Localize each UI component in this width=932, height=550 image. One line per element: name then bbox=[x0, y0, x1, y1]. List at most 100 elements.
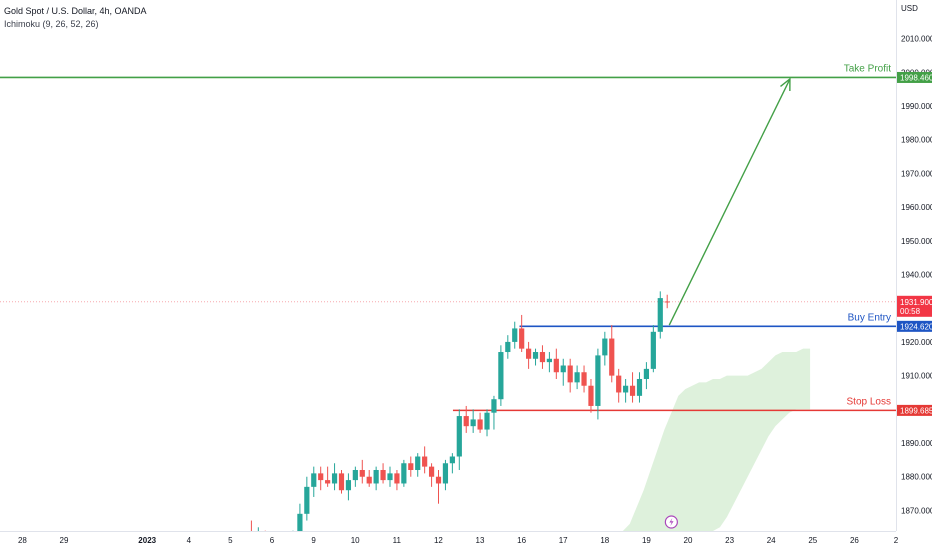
time-tick-label: 6 bbox=[270, 536, 275, 545]
candle-body bbox=[408, 463, 414, 470]
candle-body bbox=[526, 348, 532, 359]
candle bbox=[394, 469, 400, 491]
time-tick-label: 24 bbox=[767, 536, 776, 545]
candle bbox=[325, 466, 331, 487]
candle bbox=[401, 459, 407, 487]
candle bbox=[491, 395, 497, 430]
candle bbox=[657, 291, 663, 339]
candle-body bbox=[560, 365, 566, 373]
candle bbox=[519, 314, 525, 353]
buy-entry-price-tag-text: 1924.620 bbox=[900, 322, 932, 331]
candle-body bbox=[602, 338, 608, 356]
candle bbox=[352, 466, 358, 487]
candle-body bbox=[498, 352, 504, 400]
price-tick-label: 1970.000 bbox=[901, 169, 932, 178]
stop-loss-price-tag: 1899.685 bbox=[897, 404, 932, 416]
candle bbox=[470, 409, 476, 433]
price-tick-label: 1990.000 bbox=[901, 102, 932, 111]
time-tick-label: 18 bbox=[600, 536, 609, 545]
candle-body bbox=[623, 385, 629, 393]
candle-body bbox=[456, 416, 462, 457]
candle-body bbox=[636, 378, 643, 396]
candle bbox=[629, 372, 636, 403]
ichimoku-cloud bbox=[588, 348, 811, 531]
candle-body bbox=[519, 328, 525, 349]
candle bbox=[546, 352, 552, 373]
time-tick-label: 12 bbox=[434, 536, 443, 545]
price-tick-label: 1950.000 bbox=[901, 237, 932, 246]
candle-body bbox=[442, 463, 449, 484]
candle-body bbox=[463, 416, 469, 427]
candle-body bbox=[484, 412, 490, 430]
buy-entry-price-tag: 1924.620 bbox=[897, 320, 932, 332]
candle-body bbox=[435, 476, 442, 484]
candle bbox=[318, 466, 324, 491]
bar-countdown: 00:58 bbox=[900, 307, 921, 316]
price-tick-label: 1870.000 bbox=[901, 506, 932, 515]
time-tick-label: 9 bbox=[311, 536, 316, 545]
candle bbox=[338, 469, 345, 494]
time-tick-label: 11 bbox=[393, 536, 402, 545]
candle-body bbox=[477, 419, 483, 430]
candle bbox=[609, 325, 615, 383]
candle-body bbox=[366, 476, 372, 484]
candle bbox=[422, 446, 428, 474]
lightning-bolt-icon[interactable] bbox=[664, 515, 678, 529]
candle-body bbox=[338, 473, 345, 491]
candle-body bbox=[532, 352, 539, 359]
candle bbox=[526, 341, 532, 369]
candle-body bbox=[512, 328, 518, 342]
candle-body bbox=[318, 473, 324, 481]
candle-body bbox=[359, 469, 365, 477]
candle bbox=[387, 466, 393, 487]
candle-body bbox=[380, 469, 386, 481]
candle bbox=[380, 463, 386, 484]
candle bbox=[428, 463, 435, 487]
time-tick-label: 20 bbox=[684, 536, 693, 545]
candle-body bbox=[470, 419, 476, 427]
candle bbox=[359, 459, 365, 484]
time-tick-label: 2023 bbox=[138, 536, 156, 545]
candle bbox=[539, 345, 546, 369]
currency-label: USD bbox=[901, 4, 918, 13]
candle bbox=[532, 348, 539, 366]
price-tick-label: 1910.000 bbox=[901, 372, 932, 381]
time-tick-label: 28 bbox=[18, 536, 27, 545]
level-lines: Take Profit Buy Entry Stop Loss bbox=[0, 63, 896, 412]
time-tick-label: 5 bbox=[228, 536, 233, 545]
candles bbox=[248, 291, 670, 532]
candle-body bbox=[629, 385, 636, 396]
candle-body bbox=[297, 513, 303, 531]
projection-arrow bbox=[668, 77, 791, 326]
candle-body bbox=[449, 456, 455, 464]
time-tick-label: 2 bbox=[894, 536, 899, 545]
arrow-head bbox=[780, 77, 791, 92]
candle-body bbox=[595, 355, 601, 406]
candle-body bbox=[325, 480, 331, 484]
candle bbox=[505, 335, 511, 359]
price-tick-label: 1980.000 bbox=[901, 136, 932, 145]
arrow-shaft bbox=[668, 78, 791, 326]
take-profit-price-tag-bg bbox=[897, 71, 932, 83]
candle-body bbox=[650, 331, 656, 369]
time-tick-label: 19 bbox=[642, 536, 651, 545]
candle-body bbox=[422, 456, 428, 467]
candle bbox=[636, 372, 643, 403]
take-profit-price-tag-text: 1998.460 bbox=[900, 73, 932, 82]
candle-body bbox=[505, 341, 511, 353]
cloud-area bbox=[588, 348, 811, 531]
candle-body bbox=[331, 473, 338, 484]
candle-body bbox=[387, 473, 393, 481]
candle-body bbox=[345, 480, 352, 491]
time-tick-label: 16 bbox=[517, 536, 526, 545]
price-tick-label: 2010.000 bbox=[901, 35, 932, 44]
candle bbox=[588, 378, 594, 413]
candle bbox=[643, 362, 650, 390]
candle bbox=[553, 348, 559, 379]
candle bbox=[311, 466, 317, 497]
indicator-label[interactable]: Ichimoku (9, 26, 52, 26) bbox=[4, 19, 99, 29]
candle-body bbox=[553, 358, 559, 373]
